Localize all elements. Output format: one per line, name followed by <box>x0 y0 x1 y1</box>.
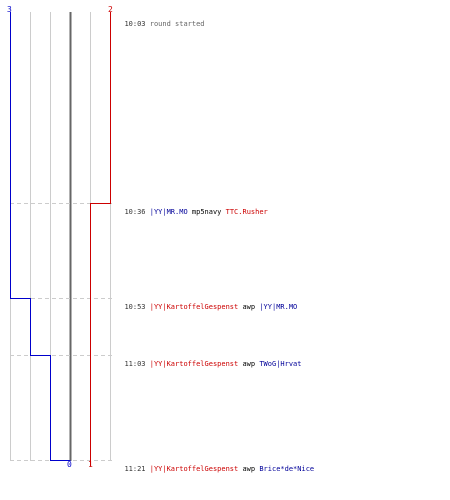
victim-name[interactable]: |YY|MR.MO <box>259 303 298 311</box>
victim-name[interactable]: TWoG|Hrvat <box>259 360 302 368</box>
event-time: 10:53 <box>124 303 146 311</box>
event-kill: 11:21 |YY|KartoffelGespenst awp Brice*de… <box>116 456 314 474</box>
red-team-line <box>90 12 111 466</box>
event-time: 11:03 <box>124 360 146 368</box>
event-kill: 10:53 |YY|KartoffelGespenst awp |YY|MR.M… <box>116 294 297 312</box>
event-time: 10:36 <box>124 208 146 216</box>
event-round-start: 10:03 round started <box>116 11 205 29</box>
event-kill: 11:03 |YY|KartoffelGespenst awp TWoG|Hrv… <box>116 351 302 369</box>
weapon-name: awp <box>242 360 256 368</box>
killer-name[interactable]: |YY|KartoffelGespenst <box>149 303 239 311</box>
event-note: round started <box>149 20 205 28</box>
victim-name[interactable]: TTC.Rusher <box>225 208 268 216</box>
grid <box>10 12 111 461</box>
killer-name[interactable]: |YY|KartoffelGespenst <box>149 360 239 368</box>
blue-end-count: 0 <box>67 460 72 469</box>
weapon-name: awp <box>242 465 256 473</box>
red-end-count: 1 <box>88 460 93 469</box>
event-time: 10:03 <box>124 20 146 28</box>
weapon-name: awp <box>242 303 256 311</box>
killer-name[interactable]: |YY|MR.MO <box>149 208 188 216</box>
event-time: 11:21 <box>124 465 146 473</box>
victim-name[interactable]: Brice*de*Nice <box>259 465 315 473</box>
red-start-count: 2 <box>108 5 113 14</box>
killer-name[interactable]: |YY|KartoffelGespenst <box>149 465 239 473</box>
event-kill: 10:36 |YY|MR.MO mp5navy TTC.Rusher <box>116 199 268 217</box>
event-guides <box>10 203 114 461</box>
blue-start-count: 3 <box>7 5 12 14</box>
blue-team-line <box>10 12 71 461</box>
weapon-name: mp5navy <box>191 208 222 216</box>
